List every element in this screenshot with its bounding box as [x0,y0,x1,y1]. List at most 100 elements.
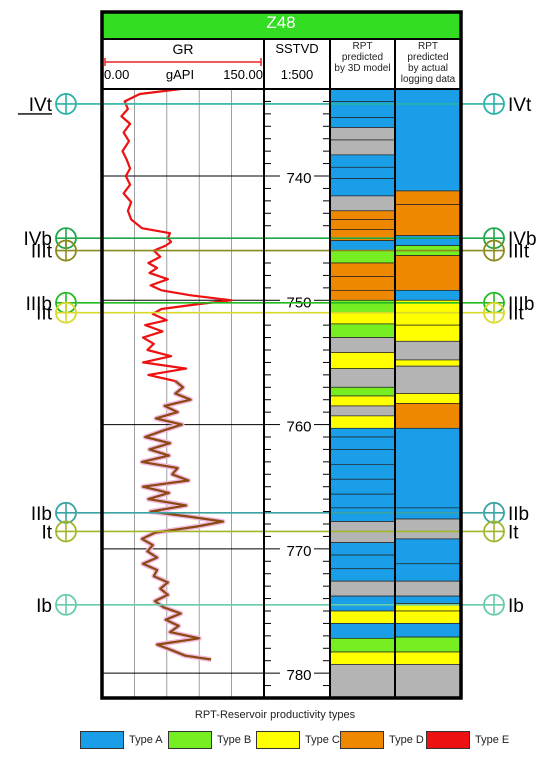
legend-swatch-type-b [168,731,212,749]
rpt-log-interval [394,651,462,665]
rpt-log-interval [394,538,462,565]
surface-label-left: IIIb [26,294,52,315]
legend-label: Type C [305,734,340,746]
legend-item-type-e: Type E [426,730,509,750]
rpt-3d-column [329,88,396,699]
rpt-3d-interval [329,568,396,582]
rpt-3d-interval [329,154,396,168]
rpt-log-interval [394,636,462,653]
depth-tick-label: 780 [286,667,311,684]
rpt-3d-interval [329,507,396,522]
surface-marker-right-icon [483,239,505,262]
rpt-3d-header: RPT predicted by 3D model [330,41,395,74]
gr-unit: gAPI [165,67,195,82]
rpt-log-interval [394,190,462,205]
depth-scale-ratio: 1:500 [280,67,314,82]
surface-label-left: Ib [36,596,52,617]
gr-scale-min: 0.00 [104,67,130,82]
depth-title: SSTVD [275,41,319,56]
rpt-3d-interval [329,337,396,353]
rpt-3d-interval [329,195,396,212]
rpt-3d-interval [329,637,396,653]
surface-label-right: IIt [508,304,525,325]
rpt-3d-interval [329,368,396,388]
gr-curve-upper [120,87,233,383]
legend-item-type-c: Type C [256,730,340,750]
rpt-3d-interval [329,210,396,220]
rpt-log-interval [394,340,462,361]
rpt-3d-interval [329,664,396,699]
well-name: Z48 [266,13,296,32]
rpt-3d-interval [329,651,396,665]
rpt-log-interval [394,595,462,604]
rpt-log-interval [394,312,462,326]
rpt-3d-interval [329,427,396,438]
rpt-log-interval [394,427,462,509]
surface-label-left: IIt [36,304,53,325]
rpt-log-header-line-3: by actual [407,63,449,74]
rpt-3d-interval [329,610,396,624]
rpt-3d-interval [329,166,396,179]
rpt-log-interval [394,563,462,582]
rpt-3d-interval [329,554,396,570]
rpt-log-header-line-1: RPT [418,41,438,52]
surface-marker-right-icon [483,593,505,616]
rpt-log-header-line-2: predicted [407,52,449,63]
rpt-3d-interval [329,289,396,301]
rpt-3d-interval [329,312,396,325]
depth-tick-label: 770 [286,543,311,560]
rpt-3d-interval [329,127,396,141]
rpt-3d-interval [329,88,396,102]
rpt-3d-interval [329,219,396,230]
rpt-3d-interval [329,478,396,495]
gr-scale-max: 150.00 [223,67,263,82]
rpt-3d-interval [329,580,396,597]
rpt-3d-interval [329,623,396,639]
rpt-3d-interval [329,262,396,278]
surface-label-right: It [508,522,519,543]
legend-swatch-type-c [256,731,300,749]
legend-swatch-type-d [340,731,384,749]
surface-label-right: IVt [508,95,532,116]
surface-marker-left-icon [55,520,77,543]
rpt-3d-interval [329,436,396,450]
rpt-3d-interval [329,250,396,264]
depth-tick-label: 760 [286,419,311,436]
gr-curve-lower [140,380,225,661]
legend-swatch-type-e [426,731,470,749]
surface-label-right: IIIt [508,242,530,263]
rpt-log-interval [394,235,462,246]
surface-label-left: IIb [31,504,52,525]
rpt-log-interval [394,324,462,342]
rpt-3d-header-line-3: by 3D model [334,63,391,74]
rpt-3d-interval [329,386,396,397]
legend-label: Type A [129,734,163,746]
rpt-3d-interval [329,449,396,465]
surface-label-right: IIb [508,504,529,525]
legend-swatch-type-a [80,731,124,749]
surface-marker-right-icon [483,93,505,115]
legend-item-type-a: Type A [80,730,163,750]
rpt-3d-interval [329,276,396,291]
legend-label: Type B [217,734,252,746]
rpt-3d-header-line-2: predicted [341,52,384,63]
surface-label-left: IVb [23,229,52,250]
rpt-3d-interval [329,117,396,128]
gr-title: GR [172,41,194,57]
outer-frame [100,10,463,700]
surface-label-left: IVt [29,95,53,116]
gr-grid [102,89,264,698]
rpt-log-interval [394,403,462,429]
surface-label-right: IIIb [508,294,534,315]
rpt-3d-interval [329,178,396,197]
rpt-log-interval [394,580,462,597]
frame [100,10,463,700]
surface-label-right: IVb [508,229,537,250]
rpt-3d-interval [329,395,396,407]
surface-marker-left-icon [55,501,77,524]
gr-curve [120,87,233,662]
rpt-log-interval [394,365,462,394]
rpt-3d-interval [329,139,396,156]
rpt-log-interval [394,359,462,367]
